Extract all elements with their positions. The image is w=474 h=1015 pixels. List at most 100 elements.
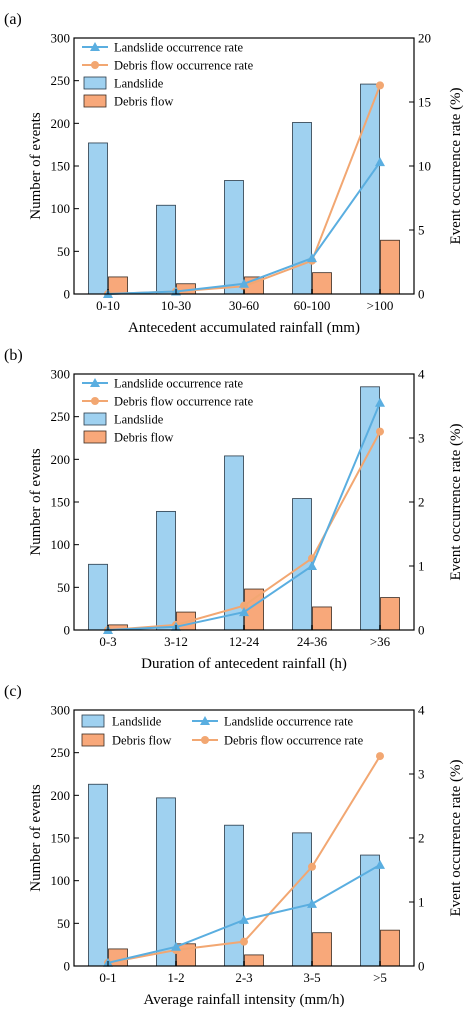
landslide-rate-point — [375, 859, 385, 869]
legend-marker — [91, 397, 99, 405]
x-tick-label: 30-60 — [229, 298, 259, 313]
x-tick-label: 0-3 — [99, 634, 116, 649]
legend-marker — [90, 378, 100, 387]
landslide-rate-point — [307, 561, 317, 570]
landslide-bar — [224, 824, 244, 967]
left-tick-label: 100 — [51, 537, 71, 552]
left-tick-label: 300 — [51, 367, 71, 382]
x-tick-label: 60-100 — [294, 298, 331, 313]
landslide-bar — [156, 797, 176, 967]
right-tick-label: 2 — [418, 495, 425, 510]
legend-label: Debris flow occurrence rate — [114, 395, 254, 409]
x-tick-label: >100 — [367, 298, 394, 313]
debris-flow-rate-point — [376, 752, 384, 761]
landslide-bar — [88, 563, 108, 631]
legend-label: Landslide — [114, 413, 164, 427]
legend-bar-swatch — [83, 430, 107, 444]
legend-bar-swatch — [83, 412, 107, 426]
panel-label: (c) — [4, 683, 22, 700]
x-axis-title: Average rainfall intensity (mm/h) — [144, 992, 345, 1008]
right-axis-title: Event occurrence rate (%) — [448, 88, 464, 245]
debris-flow-rate-line — [107, 755, 381, 964]
legend-marker — [91, 61, 99, 69]
landslide-bar — [156, 204, 176, 295]
legend-label: Landslide — [114, 77, 164, 91]
chart-panel: 0 50 100 150 200 250 300 0 5 10 15 20 0-10 10-30 30-60… — [4, 11, 464, 336]
left-tick-label: 100 — [51, 201, 71, 216]
landslide-bar — [360, 386, 380, 631]
landslide-bar — [88, 783, 108, 967]
legend-label: Debris flow occurrence rate — [224, 734, 364, 748]
left-tick-label: 200 — [51, 116, 71, 131]
debris-flow-rate-point — [240, 601, 248, 610]
landslide-rate-point — [239, 914, 249, 924]
landslide-rate-point — [239, 607, 249, 617]
landslide-rate-point — [307, 253, 317, 263]
left-tick-label: 0 — [64, 287, 71, 302]
debris-flow-bar — [108, 276, 128, 295]
legend-marker — [200, 716, 210, 725]
legend-label: Landslide occurrence rate — [114, 41, 244, 55]
legend-bar-swatch — [83, 94, 107, 108]
debris-flow-rate-line — [107, 431, 381, 631]
debris-flow-bar — [312, 606, 332, 631]
landslide-bar — [224, 180, 244, 295]
left-tick-label: 200 — [51, 788, 71, 803]
x-axis-title: Antecedent accumulated rainfall (mm) — [128, 320, 360, 336]
right-tick-label: 4 — [418, 367, 425, 382]
left-tick-label: 300 — [51, 31, 71, 46]
right-tick-label: 0 — [418, 623, 425, 638]
landslide-rate-line — [107, 864, 381, 964]
left-tick-label: 200 — [51, 452, 71, 467]
landslide-bar — [156, 510, 176, 631]
landslide-bar — [292, 832, 312, 967]
landslide-bar — [88, 142, 108, 295]
right-tick-label: 4 — [418, 703, 425, 718]
legend-marker — [90, 42, 100, 51]
legend-label: Landslide occurrence rate — [114, 377, 244, 391]
landslide-rate-point — [375, 157, 385, 167]
right-tick-label: 15 — [418, 95, 431, 110]
x-tick-label: 24-36 — [297, 634, 328, 649]
debris-flow-rate-point — [376, 81, 384, 90]
left-tick-label: 50 — [57, 244, 70, 259]
debris-flow-rate-point — [308, 862, 316, 871]
landslide-bar — [360, 83, 380, 295]
left-tick-label: 150 — [51, 831, 71, 846]
debris-flow-bar — [312, 272, 332, 295]
legend-label: Debris flow — [114, 431, 173, 445]
left-axis-title: Number of events — [28, 112, 44, 220]
right-tick-label: 0 — [418, 287, 425, 302]
right-tick-label: 1 — [418, 895, 425, 910]
debris-flow-bar — [312, 932, 332, 967]
right-tick-label: 10 — [418, 159, 431, 174]
debris-flow-rate-point — [376, 427, 384, 436]
left-tick-label: 150 — [51, 495, 71, 510]
debris-flow-bar — [380, 929, 400, 967]
x-tick-label: >36 — [370, 634, 391, 649]
left-axis-title: Number of events — [28, 784, 44, 892]
debris-flow-bar — [380, 239, 400, 295]
debris-flow-bar — [380, 597, 400, 631]
panel-label: (b) — [4, 347, 23, 364]
legend-label: Debris flow occurrence rate — [114, 59, 254, 73]
right-axis-title: Event occurrence rate (%) — [448, 424, 464, 581]
legend-label: Debris flow — [114, 95, 173, 109]
x-tick-label: 2-3 — [235, 970, 252, 985]
x-tick-label: 10-30 — [161, 298, 191, 313]
left-tick-label: 0 — [64, 623, 71, 638]
debris-flow-bar — [244, 954, 264, 967]
panel-label: (a) — [4, 11, 22, 28]
x-tick-label: 3-5 — [303, 970, 320, 985]
right-tick-label: 1 — [418, 559, 425, 574]
landslide-rate-point — [171, 941, 181, 951]
landslide-rate-point — [375, 397, 385, 407]
left-tick-label: 300 — [51, 703, 71, 718]
x-tick-label: 3-12 — [164, 634, 188, 649]
debris-flow-rate-line — [107, 84, 381, 295]
legend-marker — [201, 736, 209, 744]
legend-label: Landslide occurrence rate — [224, 715, 354, 729]
left-tick-label: 50 — [57, 580, 70, 595]
left-tick-label: 0 — [64, 959, 71, 974]
